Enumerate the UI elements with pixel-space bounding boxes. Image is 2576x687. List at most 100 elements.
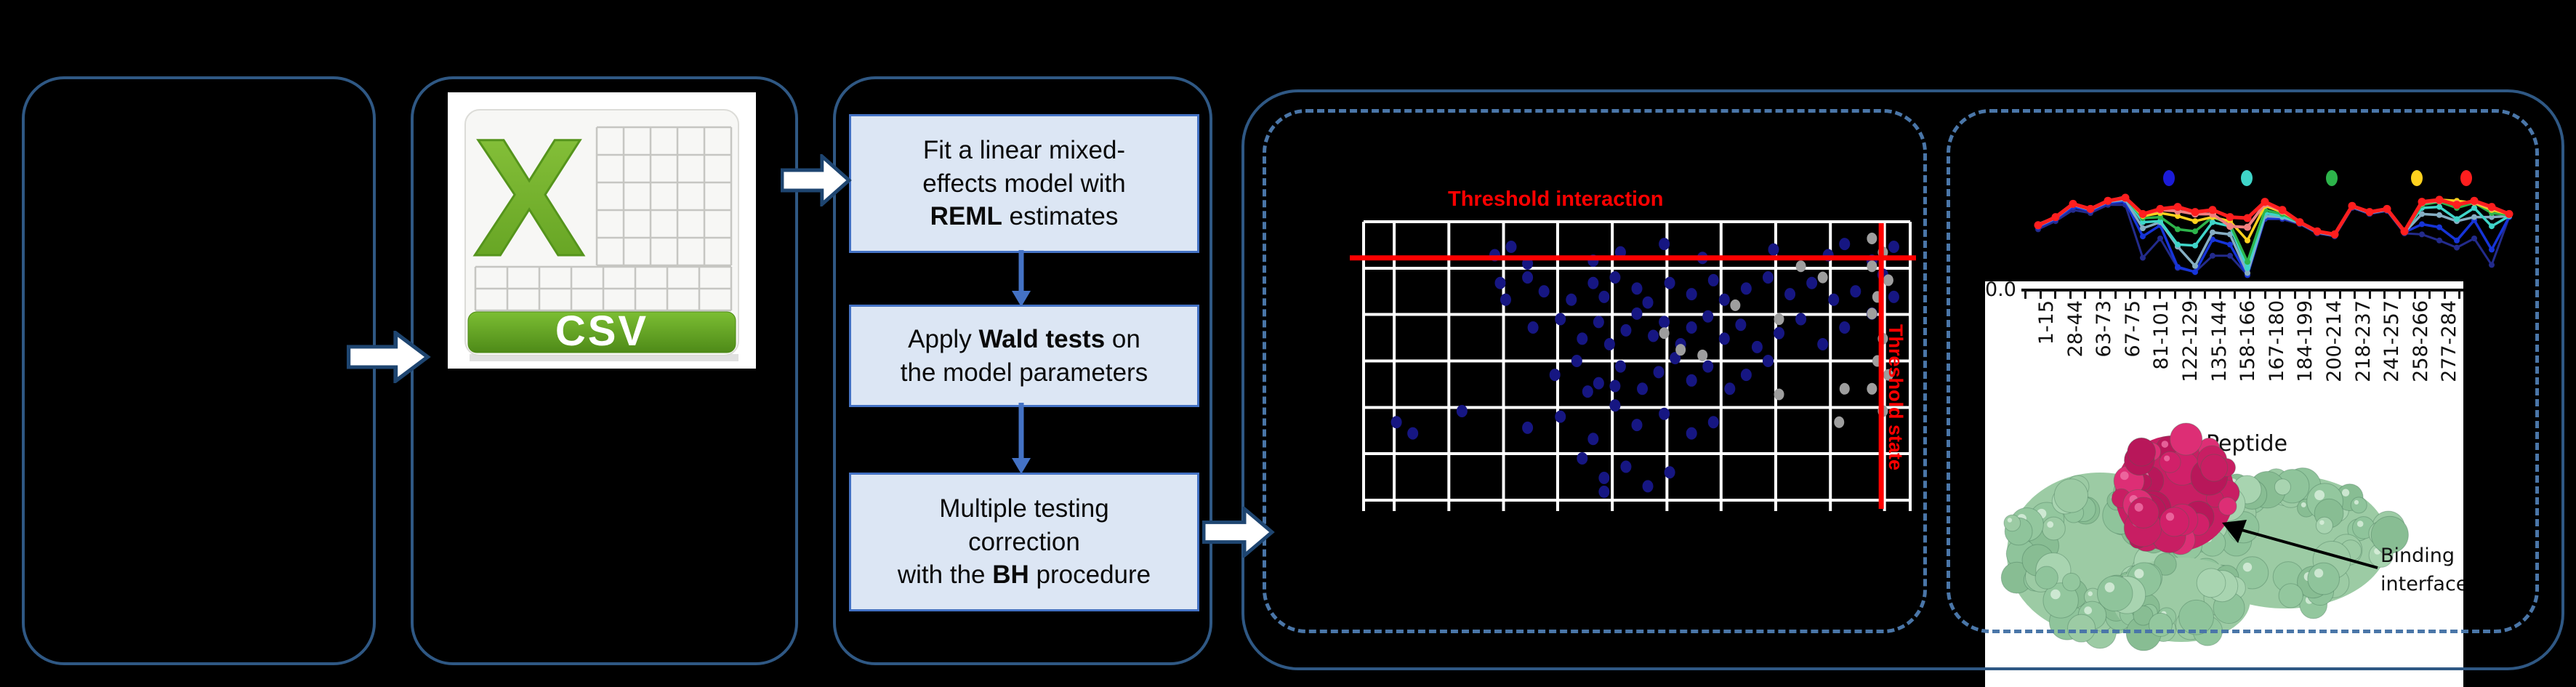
scatter-point-blue [1631,307,1643,320]
scatter-point-blue [1609,271,1621,284]
profile-marker [2245,270,2250,276]
profile-line-blue [2037,200,2511,277]
scatter-point-blue [1522,421,1534,434]
profile-marker [2313,227,2322,236]
peptide-tick-label: 135-144 [2207,300,2231,382]
scatter-point-blue [1817,338,1829,351]
protein-highlight [2242,562,2253,572]
peptide-axis-tick [2084,292,2087,299]
protein-surface-bump [2169,422,2203,456]
peptide-axis-tick [2428,292,2431,299]
profile-marker [2471,205,2477,211]
profile-marker [2348,201,2356,210]
profile-marker [2157,218,2163,225]
profile-marker [2226,222,2234,230]
scatter-point-blue [1806,276,1818,289]
profile-marker [2245,237,2250,244]
uptake-profile-chart [2034,186,2513,295]
protein-surface-bump [2370,515,2409,554]
scatter-point-blue [1598,486,1610,499]
profile-marker [2452,201,2461,209]
scatter-point-blue [1664,466,1675,479]
scatter-point-blue [1774,326,1785,340]
peptide-axis-tick [2204,292,2207,299]
profile-marker [2295,218,2304,227]
profile-marker [2175,241,2181,248]
scatter-point-blue [1549,369,1561,382]
peptide-axis-tick [2129,292,2132,299]
profile-marker [2227,241,2233,248]
profile-marker [2191,208,2199,217]
threshold-state-label: Threshold state [1885,324,1907,471]
scatter-point-blue [1762,355,1774,367]
profile-marker [2121,193,2130,202]
profile-marker [2489,262,2495,268]
profile-marker [2173,203,2182,212]
profile-marker [2140,254,2146,261]
scatter-point-blue [1850,285,1861,298]
peptide-axis-tick [2458,292,2461,299]
profile-marker [2192,228,2198,235]
scatter-point-blue [1456,404,1468,417]
profile-marker [2261,198,2269,206]
peptide-tick-label: 81-101 [2150,300,2173,370]
scatter-point-blue [1587,433,1599,446]
profile-marker [2365,208,2374,217]
scatter-point-blue [1614,360,1626,373]
profile-marker [2157,236,2163,241]
profile-marker [2505,209,2513,218]
scatter-point-gray [1834,416,1845,428]
peptide-axis-tick [2324,292,2326,299]
peptide-axis-tick [2144,292,2146,299]
scatter-point-blue [1751,340,1763,353]
scatter-point-blue [1522,271,1534,284]
block-arrow-right-icon [347,331,431,383]
profile-marker [2227,252,2233,259]
binding-interface-arrow-line [2241,529,2378,569]
protein-highlight [2314,569,2324,578]
protein-surface-bump [2278,583,2303,608]
scatter-point-blue [1762,271,1774,284]
scatter-point-blue [1686,427,1697,440]
profile-marker [2175,264,2181,270]
profile-marker [2208,206,2217,214]
protein-surface-bump [2307,562,2340,595]
scatter-point-gray [1774,313,1784,326]
peptide-tick-label: 167-180 [2265,300,2288,382]
scatter-point-blue [1888,240,1899,253]
profile-marker [2471,214,2477,220]
threshold-interaction-label: Threshold interaction [1448,188,1664,211]
profile-marker [2226,213,2234,222]
profile-marker [2243,214,2252,222]
protein-surface-bump [2274,478,2291,496]
profile-marker [2175,213,2181,220]
peptide-tick-label: 122-129 [2179,300,2202,382]
profile-marker [2436,212,2442,218]
protein-highlight [2314,490,2325,500]
scatter-point-blue [1659,407,1670,420]
scatter-point-blue [1724,382,1736,395]
profile-marker [2210,229,2215,236]
profile-marker [2419,231,2425,238]
peptide-axis-tick [2114,292,2117,299]
profile-marker [2192,269,2198,276]
profile-marker [2470,196,2479,205]
legend-dot-icon [2163,170,2175,186]
scatter-point-blue [1593,316,1604,329]
scatter-point-blue [1577,332,1588,345]
peptide-axis-tick [2293,292,2296,299]
profile-marker [2489,214,2495,220]
profile-marker [2471,236,2477,241]
peptide-axis-tick [2024,292,2026,299]
scatter-point-blue [1718,332,1730,345]
flow-box-line: REML estimates [930,202,1119,231]
protein-surface-bump [2061,572,2081,592]
panel-input [22,76,376,665]
profile-marker [2489,246,2495,253]
scatter-point-blue [1648,329,1659,342]
protein-surface-bump [2053,478,2088,513]
scatter-point-blue [1718,293,1730,306]
scatter-point-blue [1784,288,1796,301]
scatter-point-blue [1653,366,1665,379]
scatter-point-blue [1500,293,1512,306]
